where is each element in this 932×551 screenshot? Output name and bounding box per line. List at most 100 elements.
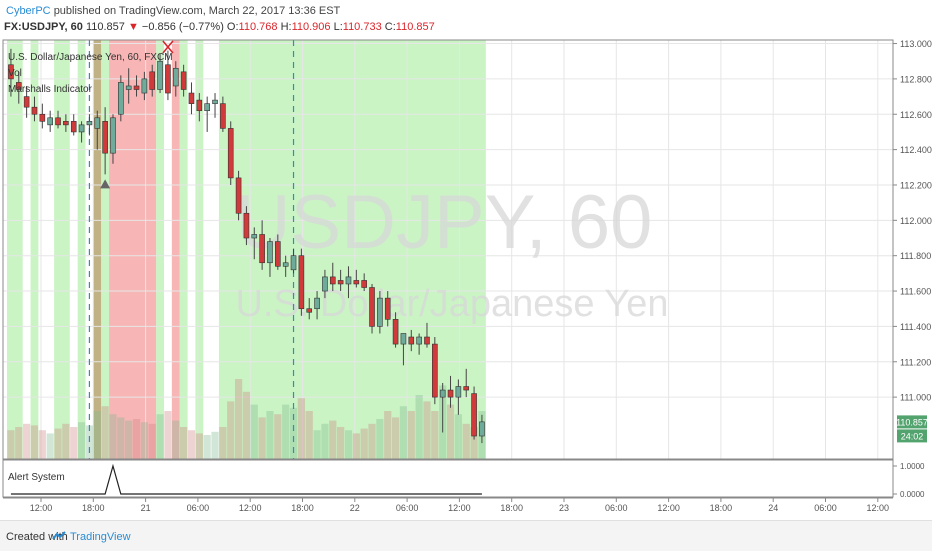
signal-markers (100, 40, 174, 189)
candle (157, 54, 163, 94)
volume-bar (289, 407, 298, 459)
candle (55, 110, 61, 129)
candle (102, 107, 108, 175)
volume-bar (62, 423, 70, 459)
candle-body (212, 99, 218, 104)
candle-body (227, 128, 234, 179)
volume-bar (250, 404, 258, 459)
countdown-badge (897, 429, 927, 443)
volume-bar (125, 420, 133, 459)
candle-body (220, 103, 226, 129)
volume-bar (258, 417, 266, 459)
zone-red (109, 40, 157, 459)
volume-layer (7, 379, 486, 459)
zone-olive (93, 40, 102, 459)
candle-body (400, 333, 407, 345)
candle-body (31, 106, 38, 115)
candle (47, 110, 53, 132)
candle (322, 269, 328, 299)
candle (141, 71, 148, 101)
candle (290, 248, 297, 274)
x-tick-label: 06:00 (396, 503, 419, 513)
alert-panel: 1.0000 0.0000 (10, 462, 925, 499)
candle-body (39, 113, 46, 122)
footer: Created with TradingView (0, 520, 932, 551)
x-tick-label: 12:00 (30, 503, 53, 513)
volume-bar (344, 430, 353, 459)
candle (165, 50, 171, 101)
candle (63, 114, 69, 132)
y-tick-label: 113.000 (900, 39, 932, 49)
plot-frame (2, 39, 894, 460)
candle (259, 220, 265, 270)
x-tick-label: 22 (350, 503, 360, 513)
publish-info: CyberPC published on TradingView.com, Ma… (6, 5, 340, 17)
last-price-badge (897, 415, 927, 429)
volume-bar (313, 430, 321, 459)
candle (172, 61, 179, 97)
candle-body (337, 280, 344, 285)
candle-body (463, 386, 470, 391)
x-tick-label: 12:00 (657, 503, 680, 513)
candle-body (455, 386, 462, 398)
volume-bar (470, 427, 478, 459)
legend-indicator[interactable]: Marshalls Indicator (8, 84, 92, 95)
candle (133, 75, 140, 97)
volume-bar (266, 411, 274, 459)
candle-body (306, 308, 313, 313)
candle-body (392, 319, 399, 345)
candle (384, 291, 391, 327)
volume-bar (384, 411, 392, 459)
volume-bar (85, 425, 94, 459)
candle-body (133, 85, 140, 90)
candle (39, 103, 46, 129)
volume-bar (368, 423, 376, 459)
candle (314, 291, 320, 320)
legend-vol[interactable]: Vol (8, 68, 22, 79)
publisher-link[interactable]: CyberPC (6, 5, 51, 17)
volume-bar (446, 404, 455, 459)
zone-green (77, 40, 86, 459)
y-tick-label: 111.000 (900, 393, 931, 403)
candle-body (424, 336, 430, 345)
close-label: C: (384, 21, 396, 33)
candle (15, 71, 22, 104)
candle (392, 312, 399, 348)
candle-body (282, 262, 289, 267)
volume-bar (172, 420, 180, 459)
alert-panel-title[interactable]: Alert System (8, 472, 65, 483)
candle (416, 333, 422, 355)
y-tick-label: 111.200 (900, 357, 931, 367)
axes-layer: 113.000 112.800 112.600 112.400 112.200 112.0… (2, 39, 932, 513)
volume-bar (132, 419, 141, 459)
candle-body (416, 336, 422, 345)
volume-bar (148, 423, 156, 459)
candle-body (439, 389, 446, 398)
candle (94, 110, 101, 150)
volume-bar (101, 406, 109, 459)
candle (118, 75, 124, 122)
candle-body (243, 212, 250, 239)
published-text: published on TradingView.com, March 22, … (53, 5, 341, 17)
legend-title[interactable]: U.S. Dollar/Japanese Yen, 60, FXCM (8, 52, 173, 63)
candle-body (377, 297, 383, 327)
x-tick-label: 06:00 (814, 503, 837, 513)
volume-bar (454, 414, 462, 459)
candle-body (471, 393, 477, 437)
candle (329, 262, 336, 292)
candle (447, 375, 454, 408)
chart-canvas[interactable]: USDJPY, 60 U.S. Dollar/Japanese Yen 113.… (0, 0, 932, 520)
candle (282, 255, 289, 277)
candle (369, 283, 375, 334)
candle (8, 48, 14, 97)
volume-bar (7, 430, 15, 459)
candle (204, 96, 210, 132)
low-value: 110.733 (342, 21, 382, 33)
close-value: 110.857 (395, 21, 435, 33)
candle-body (329, 276, 336, 285)
candle (455, 379, 462, 415)
candle (432, 337, 438, 405)
volume-bar (391, 417, 400, 459)
tradingview-link[interactable]: TradingView (70, 531, 131, 543)
x-tick-label: 21 (141, 503, 151, 513)
